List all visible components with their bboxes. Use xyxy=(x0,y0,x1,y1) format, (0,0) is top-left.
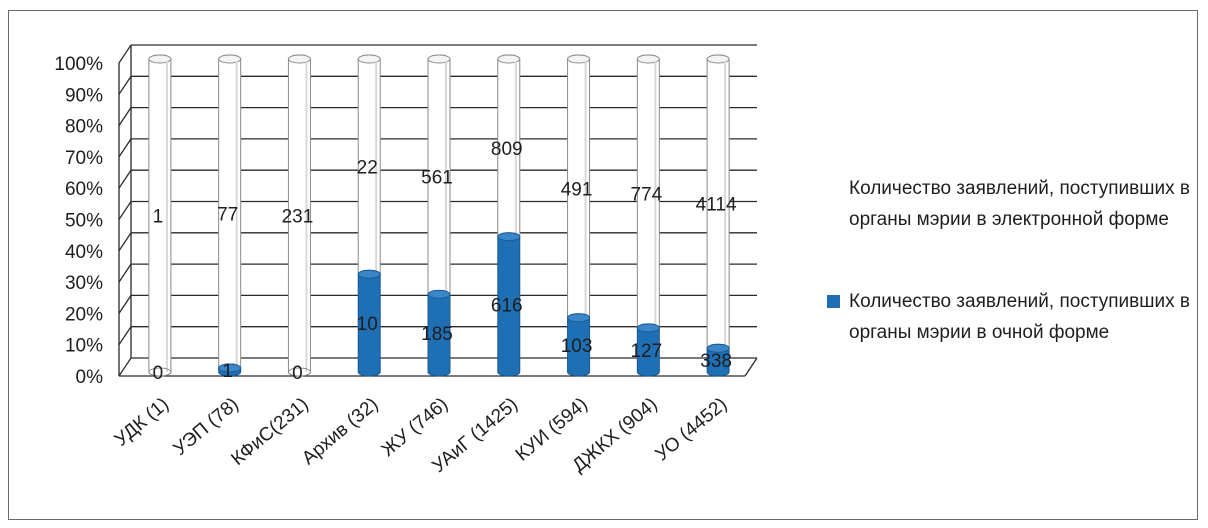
bar-top-cap xyxy=(218,54,242,64)
bar-split-cap xyxy=(427,289,451,299)
data-label-inperson: 0 xyxy=(292,363,303,384)
data-label-electronic: 4114 xyxy=(696,195,737,216)
data-label-inperson: 185 xyxy=(421,324,453,345)
gridline-side xyxy=(118,107,132,126)
data-label-inperson: 1 xyxy=(222,361,233,382)
data-label-inperson: 127 xyxy=(630,341,662,362)
data-label-electronic: 77 xyxy=(217,204,238,225)
bar-split-cap xyxy=(218,363,242,373)
data-label-inperson: 103 xyxy=(561,336,593,357)
data-label-electronic: 22 xyxy=(357,158,378,179)
bar-top-cap xyxy=(567,54,591,64)
data-label-electronic: 774 xyxy=(630,184,662,205)
bar-split-cap xyxy=(567,313,591,323)
x-tick-label: КФиС(231) xyxy=(227,394,312,470)
bar-base xyxy=(287,367,311,377)
y-tick-label: 60% xyxy=(65,179,103,200)
gridline-side xyxy=(118,44,132,64)
data-label-electronic: 231 xyxy=(282,207,314,228)
x-tick-label: УО (4452) xyxy=(652,394,732,466)
gridline-side xyxy=(118,169,132,189)
gridline-side xyxy=(118,295,132,314)
legend-item-electronic: Количество заявлений, поступивших в орга… xyxy=(827,173,1208,235)
gridline-side xyxy=(118,263,132,283)
bar-top-cap xyxy=(148,54,172,64)
bar-top-cap xyxy=(357,54,381,64)
gridline-side xyxy=(118,232,132,252)
y-tick-label: 100% xyxy=(54,54,103,75)
gridline-side xyxy=(118,201,132,220)
y-tick-label: 20% xyxy=(65,304,103,325)
data-label-electronic: 809 xyxy=(491,139,523,160)
bar-split-cap xyxy=(636,323,660,333)
data-label-inperson: 616 xyxy=(491,295,523,316)
y-tick-label: 10% xyxy=(65,336,103,357)
data-label-electronic: 561 xyxy=(421,168,453,189)
y-tick-label: 30% xyxy=(65,273,103,294)
y-tick-label: 80% xyxy=(65,117,103,138)
bar-top-cap xyxy=(636,54,660,64)
y-tick-label: 50% xyxy=(65,211,103,232)
gridline-side xyxy=(118,357,132,377)
legend-label-inperson: Количество заявлений, поступивших в орга… xyxy=(849,291,1190,343)
data-label-inperson: 10 xyxy=(357,314,378,335)
data-label-inperson: 0 xyxy=(153,363,164,384)
data-label-electronic: 491 xyxy=(561,179,593,200)
gridline-side xyxy=(118,138,132,158)
floor-edge-side xyxy=(744,357,758,377)
x-tick-label: УДК (1) xyxy=(111,394,173,451)
chart-frame: 0% 10% 20% 30% 40% 50% 60% 70% 80% 90% 100% 0 1 УДК (… xyxy=(8,10,1198,520)
legend-swatch-inperson xyxy=(827,295,840,308)
y-tick-label: 70% xyxy=(65,148,103,169)
y-tick-label: 0% xyxy=(76,367,104,388)
gridline-side xyxy=(118,326,132,346)
data-label-electronic: 1 xyxy=(153,207,164,228)
bar-top-cap xyxy=(497,54,521,64)
bar-base xyxy=(148,367,172,377)
bar-split-cap xyxy=(497,232,521,242)
legend-label-electronic: Количество заявлений, поступивших в орга… xyxy=(849,178,1190,230)
gridline-side xyxy=(118,75,132,95)
y-tick-label: 90% xyxy=(65,85,103,106)
bar-split-cap xyxy=(357,269,381,279)
y-tick-label: 40% xyxy=(65,242,103,263)
bar-top-cap xyxy=(427,54,451,64)
stacked-cylinder-chart: 0% 10% 20% 30% 40% 50% 60% 70% 80% 90% 100% 0 1 УДК (… xyxy=(54,44,758,477)
bar-top-cap xyxy=(287,54,311,64)
x-tick-label: Архив (32) xyxy=(298,394,382,469)
data-label-inperson: 338 xyxy=(700,351,732,372)
legend-item-inperson: Количество заявлений, поступивших в орга… xyxy=(827,286,1208,348)
bar-top-cap xyxy=(706,54,730,64)
bar-split-cap xyxy=(706,343,730,353)
